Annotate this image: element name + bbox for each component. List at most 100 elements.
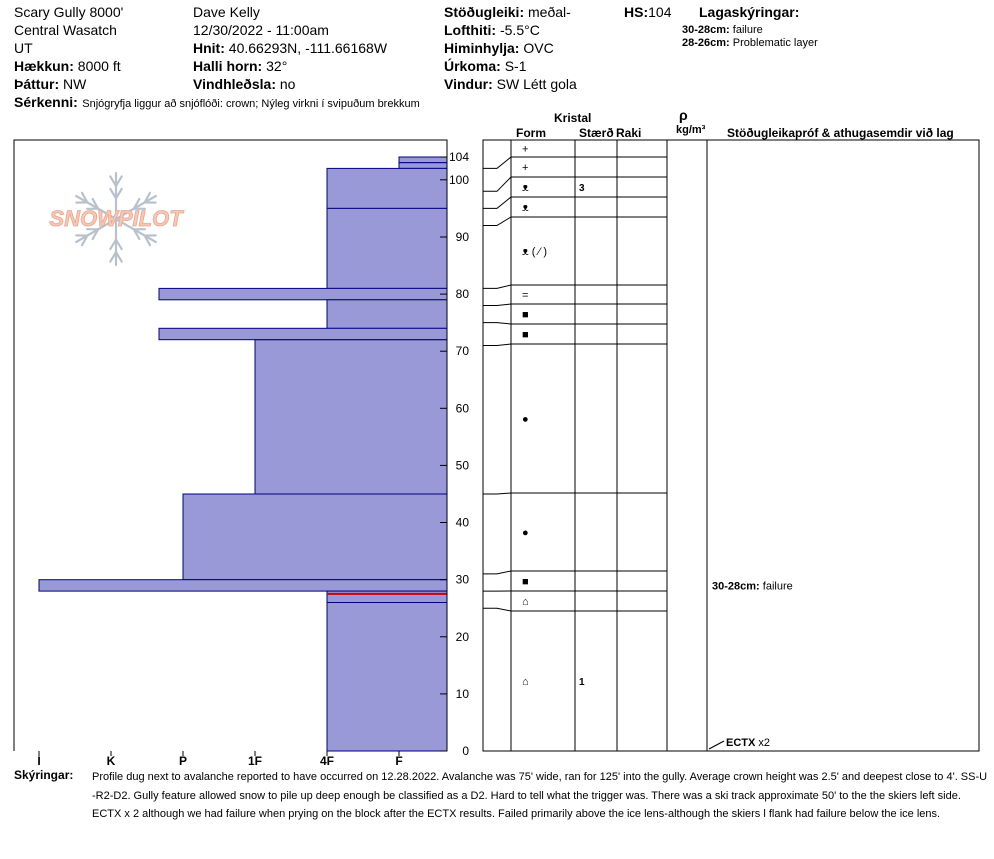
stability-value: meðal- [528,4,571,20]
depth-connector [483,322,512,325]
layer-note-range: 28-26cm: [682,37,730,49]
crystal-size: 3 [579,183,585,194]
y-tick-label: 70 [456,344,470,358]
depth-connector [483,303,512,306]
snowflake-branch [143,191,152,204]
layer-annotation: 30-28cm: failure [712,580,793,592]
depth-connector [483,492,512,495]
x-tick-label: 1F [248,754,262,768]
crystal-form: ᴥ ( ⁄ ) [522,246,547,258]
wind-loading-value: no [279,76,296,92]
crystal-form: + [522,162,528,174]
observation-datetime: 12/30/2022 - 11:00am [193,22,329,38]
air-temp-value: -5.5°C [499,22,540,38]
y-tick-label: 80 [456,287,470,301]
test-pointer [708,740,725,750]
stability-test: ECTX x2 [726,737,770,749]
layer-note-text: Problematic layer [732,37,818,49]
snowflake-branch [91,197,100,210]
sky-row: Himinhylja: OVC [444,40,554,56]
snowflake-branch [114,187,123,200]
snowflake-branch [132,228,141,241]
y-tick-label: 20 [456,630,470,644]
hardness-layer [254,339,448,495]
precip-value: S-1 [504,58,527,74]
x-tick-label: F [395,754,402,768]
x-tick-label: I [37,754,40,768]
snowflake-branch [114,175,123,187]
stability-label: Stöðugleiki: [444,4,525,20]
crystal-form: ■ [522,309,529,321]
snowflake-branch [109,175,118,187]
test-count: x2 [758,737,770,749]
snowflake-branch [132,197,141,210]
snowflake-arm [114,194,157,221]
hardness-layer [38,579,448,592]
precip-label: Úrkoma: [444,58,501,74]
coords-value: 40.66293N, -111.66168W [228,40,388,56]
hardness-frame [13,139,448,751]
crystal-form: ᴥ [522,202,529,214]
comments-text: Profile dug next to avalanche reported t… [92,771,988,820]
layer-note-range: 30-28cm: [682,24,730,36]
depth-axis: 0 10 20 30 40 50 60 70 80 90 100 104 [440,150,469,758]
layer-notes-title: Lagaskýringar: [699,4,800,20]
snowflake-branch [114,238,123,251]
y-tick-label: 10 [456,687,470,701]
tests-header: Stöðugleikapróf & athugasemdir við lag [727,126,954,140]
crystal-form: ■ [522,329,529,341]
hardness-layer [158,327,448,341]
wind-loading-row: Vindhleðsla: no [193,76,295,92]
aspect-label: Þáttur: [14,76,60,92]
hs-label: HS: [624,4,649,20]
location-name: Scary Gully 8000' [14,4,124,20]
snowflake-icon [75,171,157,267]
air-temp-row: Lofthiti: -5.5°C [444,22,540,38]
y-tick-label: 60 [456,401,470,415]
state-name: UT [14,40,33,56]
x-tick-label: P [179,754,187,768]
snowflake-arm [114,217,157,244]
wind-row: Vindur: SW Létt gola [444,76,577,92]
crystal-form: ⌂ [522,676,529,688]
slope-row: Halli horn: 32° [193,58,287,74]
elevation-row: Hækkun: 8000 ft [14,58,121,74]
hardness-layer [326,167,448,209]
hardness-bars [38,156,448,752]
coords-row: Hnit: 40.66293N, -111.66168W [193,40,387,56]
hardness-layer [326,207,448,289]
snowflake-branch [109,187,118,200]
features-row: Sérkenni: Snjógryfja liggur að snjóflóði… [14,94,420,112]
hardness-layer [326,299,448,329]
air-temp-label: Lofthiti: [444,22,497,38]
aspect-row: Þáttur: NW [14,76,86,92]
layer-note: 28-26cm: Problematic layer [682,37,818,50]
crystal-form: ■ [522,576,529,588]
y-tick-label: 0 [462,744,469,758]
stability-row: Stöðugleiki: meðal- [444,4,571,20]
test-label: ECTX [726,737,758,749]
crystal-form: ⌂ [522,596,529,608]
annotation-note: failure [763,580,793,592]
hardness-layer [326,590,448,603]
hs-value: 104 [648,4,672,20]
depth-connector [483,216,512,226]
coords-label: Hnit: [193,40,225,56]
moisture-header: Raki [616,126,642,140]
elevation-label: Hækkun: [14,58,74,74]
hardness-layer [182,493,448,581]
table-frame [482,139,980,752]
depth-connector [483,156,512,169]
y-tick-label: 40 [456,516,470,530]
range-name: Central Wasatch [14,22,117,38]
snowflake-branch [143,234,152,247]
observer-name: Dave Kelly [193,4,260,20]
elevation-value: 8000 ft [77,58,121,74]
y-tick-label: 104 [449,150,469,164]
snowflake-branch [109,251,118,263]
snowflake-branch [91,228,100,241]
sky-value: OVC [523,40,554,56]
layer-annotations: 30-28cm: failure ECTX x2 [708,580,793,750]
layer-connectors [483,156,512,612]
